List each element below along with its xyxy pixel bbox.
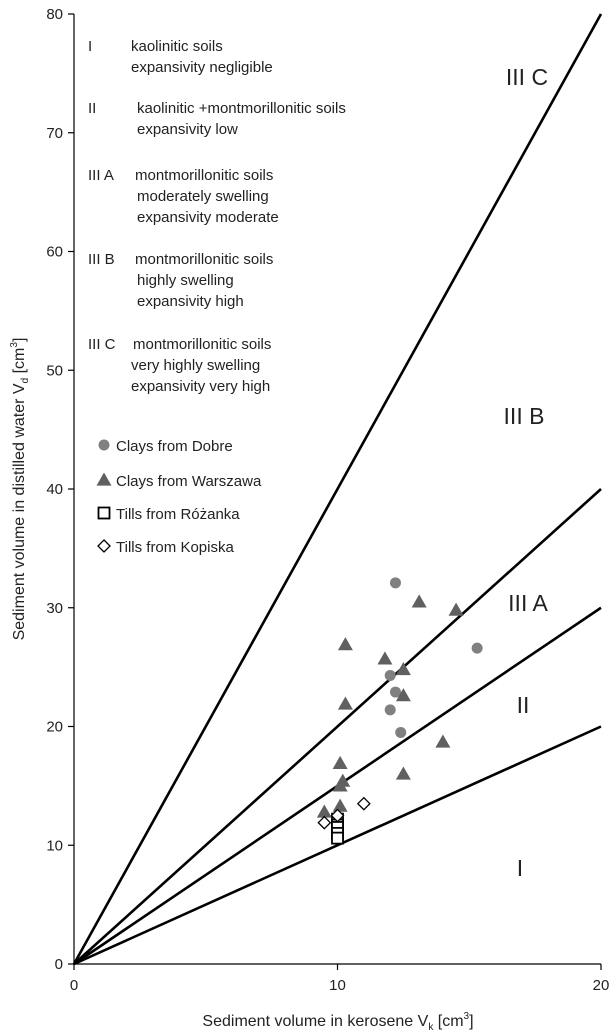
data-point: [337, 637, 353, 651]
legend-entry: Clays from Dobre: [116, 438, 233, 455]
y-tick-label: 20: [46, 719, 63, 736]
zone-label: I: [517, 855, 523, 881]
data-point: [395, 766, 411, 780]
zone-legend-line: highly swelling: [137, 272, 234, 289]
zone-legend-line: very highly swelling: [131, 357, 260, 374]
data-point: [395, 726, 407, 738]
legend-marker: [97, 506, 111, 520]
data-point: [377, 651, 393, 665]
data-point: [389, 686, 401, 698]
boundary-line: [73, 725, 602, 966]
data-points: [316, 577, 483, 845]
zone-legend-line: expansivity high: [137, 293, 244, 310]
y-tick-label: 50: [46, 362, 63, 379]
data-point: [389, 577, 401, 589]
zone-legend-line: kaolinitic soils: [131, 38, 223, 55]
data-point: [332, 798, 348, 812]
boundary-lines: [72, 13, 603, 966]
data-point: [330, 808, 345, 823]
data-point: [384, 669, 396, 681]
y-tick-label: 30: [46, 600, 63, 617]
series-legend: Clays from Dobre Clays from Warszawa Tills…: [96, 438, 262, 556]
zone-legend-line: kaolinitic +montmorillonitic soils: [137, 100, 346, 117]
zone-label: III A: [508, 590, 548, 616]
data-point: [337, 696, 353, 710]
y-axis-label: Sediment volume in distilled water Vd [c…: [9, 338, 31, 641]
zone-legend-code: III B: [88, 251, 115, 268]
x-tick-label: 20: [593, 977, 609, 994]
zone-label: II: [517, 692, 530, 718]
data-point: [356, 796, 371, 811]
legend-entry: Clays from Warszawa: [116, 473, 262, 490]
data-point: [332, 778, 348, 792]
zone-legend-code: II: [88, 100, 96, 117]
data-point: [332, 755, 348, 769]
y-tick-label: 80: [46, 6, 63, 23]
y-tick-label: 0: [55, 956, 63, 973]
tick-labels: 0 10 20 30 40 50 60 70 80 0 10 20: [46, 6, 609, 994]
y-tick-label: 70: [46, 125, 63, 142]
boundary-line: [73, 488, 602, 965]
zone-legend-code: I: [88, 38, 92, 55]
x-axis-label: Sediment volume in kerosene Vk [cm3]: [202, 1011, 473, 1032]
legend-entry: Tills from Kopiska: [116, 539, 234, 556]
y-tick-label: 60: [46, 244, 63, 261]
data-point: [448, 602, 464, 616]
data-point: [395, 688, 411, 702]
data-point: [435, 734, 451, 748]
zone-legend-line: moderately swelling: [137, 188, 269, 205]
legend-entry: Tills from Różanka: [116, 506, 240, 523]
x-tick-label: 0: [70, 977, 78, 994]
zone-legend-line: expansivity moderate: [137, 209, 279, 226]
zone-label: III B: [504, 403, 545, 429]
data-point: [411, 594, 427, 608]
data-point: [317, 815, 332, 830]
data-point: [316, 804, 332, 818]
zone-legend-line: montmorillonitic soils: [135, 167, 273, 184]
zone-legend-line: expansivity very high: [131, 378, 270, 395]
zone-legend-line: expansivity low: [137, 121, 238, 138]
data-point: [395, 662, 411, 676]
zone-legend-line: expansivity negligible: [131, 59, 273, 76]
y-tick-label: 10: [46, 837, 63, 854]
zone-legend-line: montmorillonitic soils: [135, 251, 273, 268]
legend-marker: [97, 539, 111, 553]
zone-label: III C: [506, 64, 548, 90]
legend-marker: [98, 439, 110, 451]
data-point: [331, 831, 344, 845]
data-point: [384, 704, 396, 716]
zone-legend-code: III A: [88, 167, 114, 184]
zone-legend-line: montmorillonitic soils: [133, 336, 271, 353]
boundary-line: [72, 13, 603, 965]
zone-legend-code: III C: [88, 336, 116, 353]
x-tick-label: 10: [329, 977, 346, 994]
y-tick-label: 40: [46, 481, 63, 498]
data-point: [471, 642, 483, 654]
legend-marker: [96, 472, 112, 486]
